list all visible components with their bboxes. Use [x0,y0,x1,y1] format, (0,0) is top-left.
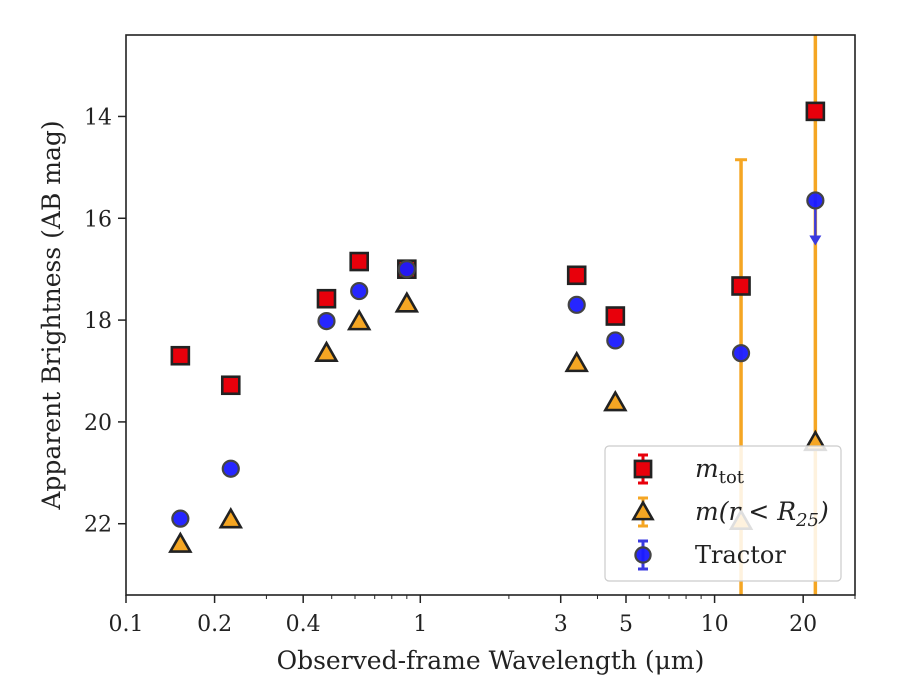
x-axis-label: Observed-frame Wavelength (μm) [277,646,705,675]
legend-label-suffix: ) [818,497,829,526]
x-tick-label: 1 [413,612,427,637]
triangle-marker [168,531,193,553]
square-marker [170,345,191,366]
square-marker [220,375,241,396]
triangle-marker [631,499,655,521]
triangle-marker [603,389,628,412]
square-marker [349,251,369,272]
triangle-marker [394,291,420,313]
square-marker [566,265,587,286]
square-marker [805,101,826,122]
triangle-marker [564,350,589,373]
axes: 0.1 0.2 0.4 1 3 5 10 20 14 16 18 20 22 [84,34,856,637]
legend-label-main: m [695,454,719,483]
circle-marker [634,546,652,564]
x-tick-label: 10 [701,612,729,637]
legend-label-subscript: 25 [795,510,819,531]
legend-label: Tractor [695,541,786,569]
legend-box [604,445,842,582]
square-marker [731,276,751,296]
y-tick-label: 18 [84,309,112,334]
legend-label: m(r < R25) [695,497,829,531]
circle-marker [731,344,751,363]
square-marker [633,459,653,479]
y-tick-label: 16 [84,207,112,232]
circle-marker [221,459,240,478]
y-tick-label: 20 [84,411,112,436]
x-tick-label: 3 [554,612,568,637]
square-marker [605,306,626,326]
y-axis-label: Apparent Brightness (AB mag) [37,120,66,510]
x-tick-label: 20 [789,612,817,637]
triangle-marker [346,308,372,331]
legend-label-main: m(r < R [695,497,796,526]
circle-marker [397,260,416,279]
circle-marker [567,295,586,314]
plot-frame [125,34,856,596]
legend-label: mtot [695,454,745,488]
circle-marker [806,191,825,210]
x-tick-label: 0.2 [197,612,232,637]
legend-label-subscript: tot [719,467,745,488]
circle-marker [350,281,369,301]
circle-marker [606,331,625,350]
triangle-marker [218,507,244,529]
x-tick-label: 0.1 [109,612,144,637]
circle-marker [317,312,336,331]
y-tick-label: 14 [84,105,112,130]
legend-label-main: Tractor [695,541,786,569]
square-marker [316,288,337,309]
y-tick-label: 22 [84,513,112,538]
circle-marker [171,509,190,528]
x-tick-label: 0.4 [286,612,321,637]
upper-limit-arrowhead [809,235,822,246]
x-tick-label: 5 [619,612,633,637]
triangle-marker [314,340,339,362]
legend: mtot m(r < R25) Tractor [604,445,842,582]
